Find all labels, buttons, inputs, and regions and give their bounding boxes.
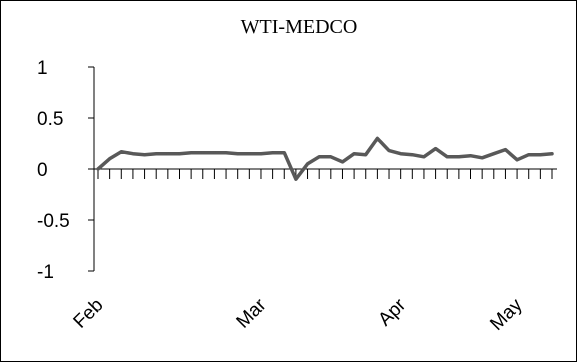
data-point (445, 155, 449, 159)
y-axis (88, 66, 95, 272)
x-tick-label: Apr (374, 294, 410, 330)
data-point (166, 152, 170, 156)
y-tick-label: -0.5 (37, 211, 70, 232)
data-point (515, 158, 519, 162)
chart-title: WTI-MEDCO (241, 16, 358, 38)
data-point (434, 147, 437, 151)
data-point (189, 151, 193, 155)
data-point (131, 152, 135, 156)
x-axis (94, 168, 557, 179)
data-point (422, 155, 426, 159)
series-group (96, 136, 554, 181)
series-line (96, 136, 554, 181)
data-point (329, 155, 333, 159)
data-point (538, 153, 542, 157)
data-point (213, 151, 216, 155)
data-point (96, 167, 100, 171)
data-point (236, 152, 240, 156)
data-point (306, 162, 309, 166)
y-tick-labels: 1 0.5 0 -0.5 -1 (37, 58, 70, 283)
data-point (341, 160, 344, 164)
data-point (317, 155, 321, 159)
data-point (399, 152, 403, 156)
data-point (469, 154, 472, 158)
x-tick-label: May (486, 294, 527, 335)
data-point (375, 137, 379, 140)
data-point (201, 151, 205, 155)
data-point (259, 152, 263, 156)
y-tick-label: 0 (37, 160, 48, 181)
data-point (119, 150, 123, 154)
data-point (352, 152, 356, 156)
y-tick-label: -1 (37, 262, 54, 283)
y-tick-label: 0.5 (37, 109, 63, 130)
y-tick-label: 1 (37, 58, 48, 79)
data-point (143, 153, 146, 157)
data-point (387, 149, 391, 153)
data-point (154, 152, 158, 156)
data-point (527, 153, 531, 157)
data-point (457, 155, 461, 159)
data-point (480, 156, 484, 160)
data-point (410, 153, 414, 157)
data-point (247, 152, 251, 156)
x-tick-labels: Feb Mar Apr May (70, 294, 527, 335)
data-point (492, 152, 496, 156)
data-point (364, 153, 368, 157)
data-point (550, 152, 554, 156)
data-point (108, 157, 112, 161)
data-point (294, 177, 298, 181)
data-point (271, 151, 275, 155)
x-tick-label: Mar (233, 294, 271, 332)
x-tick-label: Feb (70, 295, 108, 333)
data-point (178, 152, 181, 156)
data-point (282, 151, 286, 155)
data-point (504, 148, 507, 152)
data-point (224, 151, 228, 155)
